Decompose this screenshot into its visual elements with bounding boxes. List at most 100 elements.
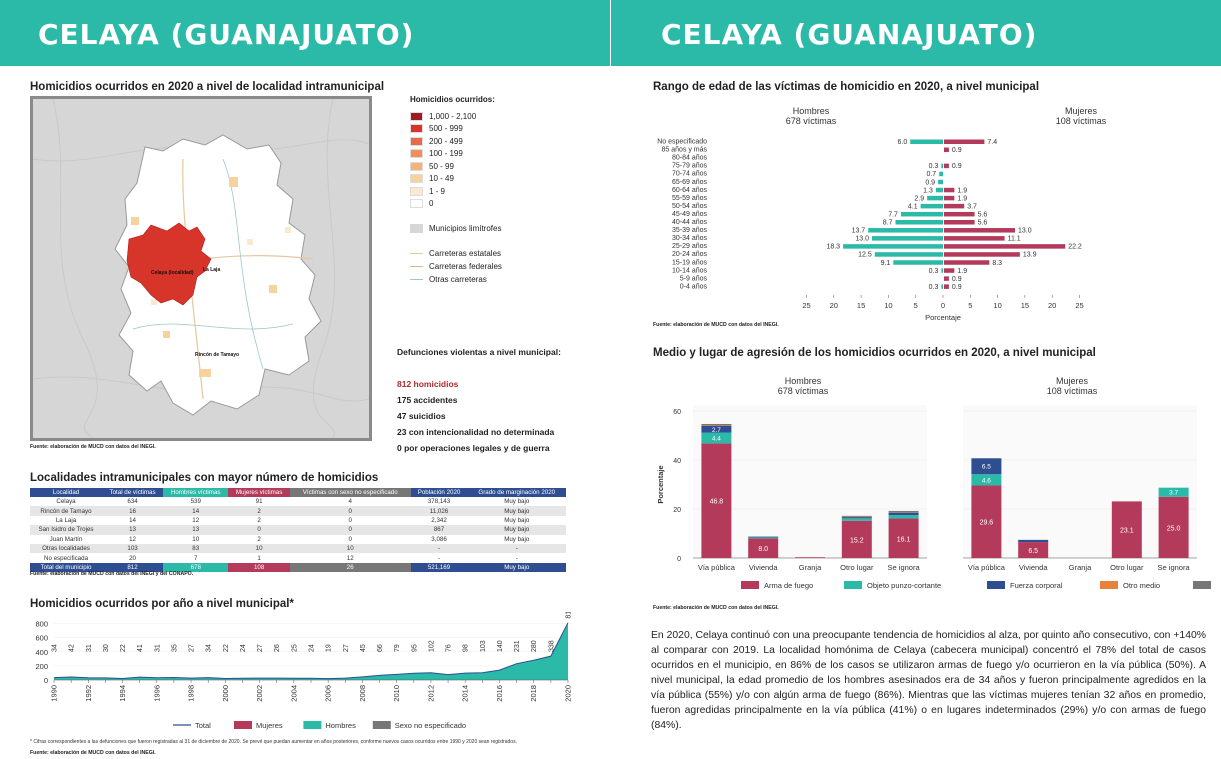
deaths-title: Defunciones violentas a nivel municipal: [397,347,561,357]
yearly-data-label: 24 [309,644,316,652]
yearly-data-label: 45 [360,644,367,652]
yearly-xtick: 2006 [324,685,333,702]
yearly-data-label: 41 [137,644,144,652]
table-cell: 867 [410,525,468,535]
legend-swatch [410,174,423,184]
age-category-label: 15-19 años [672,259,708,266]
legend-swatch [410,149,423,159]
th-hombres: Hombres víctimas [163,488,229,497]
table-cell: 20 [102,553,164,563]
age-category-label: 75-79 años [672,163,708,170]
place-bar-segment [888,512,919,516]
age-category-label: 55-59 años [672,195,708,202]
yearly-data-label: 231 [514,640,521,652]
legend-title: Homicidios ocurridos: [410,95,495,104]
age-label-women: 22.2 [1068,244,1082,251]
yearly-data-label: 280 [531,640,538,652]
place-category-label: Vía pública [968,563,1006,572]
place-bar-label: 29.6 [980,520,994,527]
yearly-xtick: 2002 [255,685,264,702]
age-bar-men [874,252,943,257]
table-cell: 14 [102,515,164,526]
legend-road-line [410,266,423,267]
table-title: Localidades intramunicipales con mayor n… [30,472,379,484]
table-cell: 0 [289,534,411,544]
legend-item: 100 - 199 [410,148,600,161]
yearly-data-label: 140 [497,640,504,652]
age-xtick: 5 [968,301,972,310]
place-bar-label: 3.7 [1169,490,1178,497]
place-bar-segment [701,443,732,558]
place-bar-segment [888,518,919,558]
age-source: Fuente: elaboración de MUCD con datos de… [653,322,779,328]
yearly-data-label: 27 [343,644,350,652]
place-bar-segment [971,474,1002,486]
age-bar-men [893,260,943,265]
table-row: No especificada 20 7 1 12- - [30,553,566,563]
deaths-item: 47 suicidios [397,411,446,421]
age-label-women: 0.9 [952,163,962,170]
age-bar-women [944,139,985,144]
place-legend-label: Arma de fuego [764,581,813,590]
yearly-xtick: 2012 [426,685,435,702]
yearly-xtick: 1998 [187,685,196,702]
age-label-women: 1.9 [957,187,967,194]
age-bar-women [944,284,949,289]
age-label-men: 13.7 [852,228,866,235]
yearly-data-label: 19 [326,644,333,652]
age-bar-men [939,171,943,177]
table-cell: - [410,553,468,563]
yearly-ytick: 400 [35,648,48,657]
age-label-women: 5.6 [978,211,988,218]
table-cell: Muy bajo [467,525,566,535]
legend-muni-swatch [410,224,423,233]
legend-item: 0 [410,198,600,211]
table-cell: 13 [163,525,229,535]
place-bar-segment [701,425,732,433]
yearly-data-label: 25 [291,644,298,652]
yearly-xtick: 2010 [392,685,401,702]
yearly-line [53,622,569,680]
age-label-women: 11.1 [1008,236,1021,243]
yearly-xtick: 1992 [84,685,93,702]
place-bar-segment [748,537,779,539]
yearly-data-label: 35 [171,644,178,652]
yearly-title: Homicidios ocurridos por año a nivel mun… [30,598,294,610]
age-xtick: 25 [802,301,810,310]
age-bar-women [944,187,955,193]
age-category-label: No especificado [657,139,707,146]
place-source: Fuente: elaboración de MUCD con datos de… [653,605,779,611]
legend-item: 500 - 999 [410,123,600,136]
age-bar-men [941,163,943,169]
age-label-women: 13.9 [1023,252,1037,259]
age-category-label: 40-44 años [672,219,708,226]
legend-label: 500 - 999 [429,124,463,134]
table-cell: 634 [102,497,164,507]
table-cell: Rincón de Tamayo [30,506,102,516]
table-cell: 2,342 [410,515,468,526]
legend-label: 10 - 49 [429,174,454,184]
age-bar-women [944,276,949,281]
place-bar-segment [888,510,919,513]
place-bar-label: 15.2 [850,537,864,544]
place-bar-label: 23.1 [1120,528,1134,535]
table-row: San Isidro de Trojes 13 13 0 0 867 Muy bajo [30,525,566,535]
place-category-label: Otro lugar [840,563,874,572]
place-category-label: Granja [799,563,822,572]
age-label-men: 1.3 [923,187,933,194]
left-banner: CELAYA (GUANAJUATO) [0,0,610,66]
yearly-data-label: 338 [548,640,555,652]
legend-scale: 1,000 - 2,100 500 - 999 200 - 499 100 - 199… [410,110,600,210]
yearly-data-label: 27 [257,644,264,652]
yearly-data-label: 95 [411,644,418,652]
table-total-cell: Muy bajo [467,562,566,573]
legend-swatch [410,111,423,121]
yearly-ytick: 0 [44,676,48,685]
table-row: La Laja 14 12 2 0 2,342 Muy bajo [30,515,566,526]
age-label-men: 13.0 [855,236,869,243]
place-title: Medio y lugar de agresión de los homicid… [653,347,1096,359]
age-bar-women [944,236,1005,241]
age-xtick: 20 [830,301,838,310]
place-category-label: Se ignora [888,563,921,572]
